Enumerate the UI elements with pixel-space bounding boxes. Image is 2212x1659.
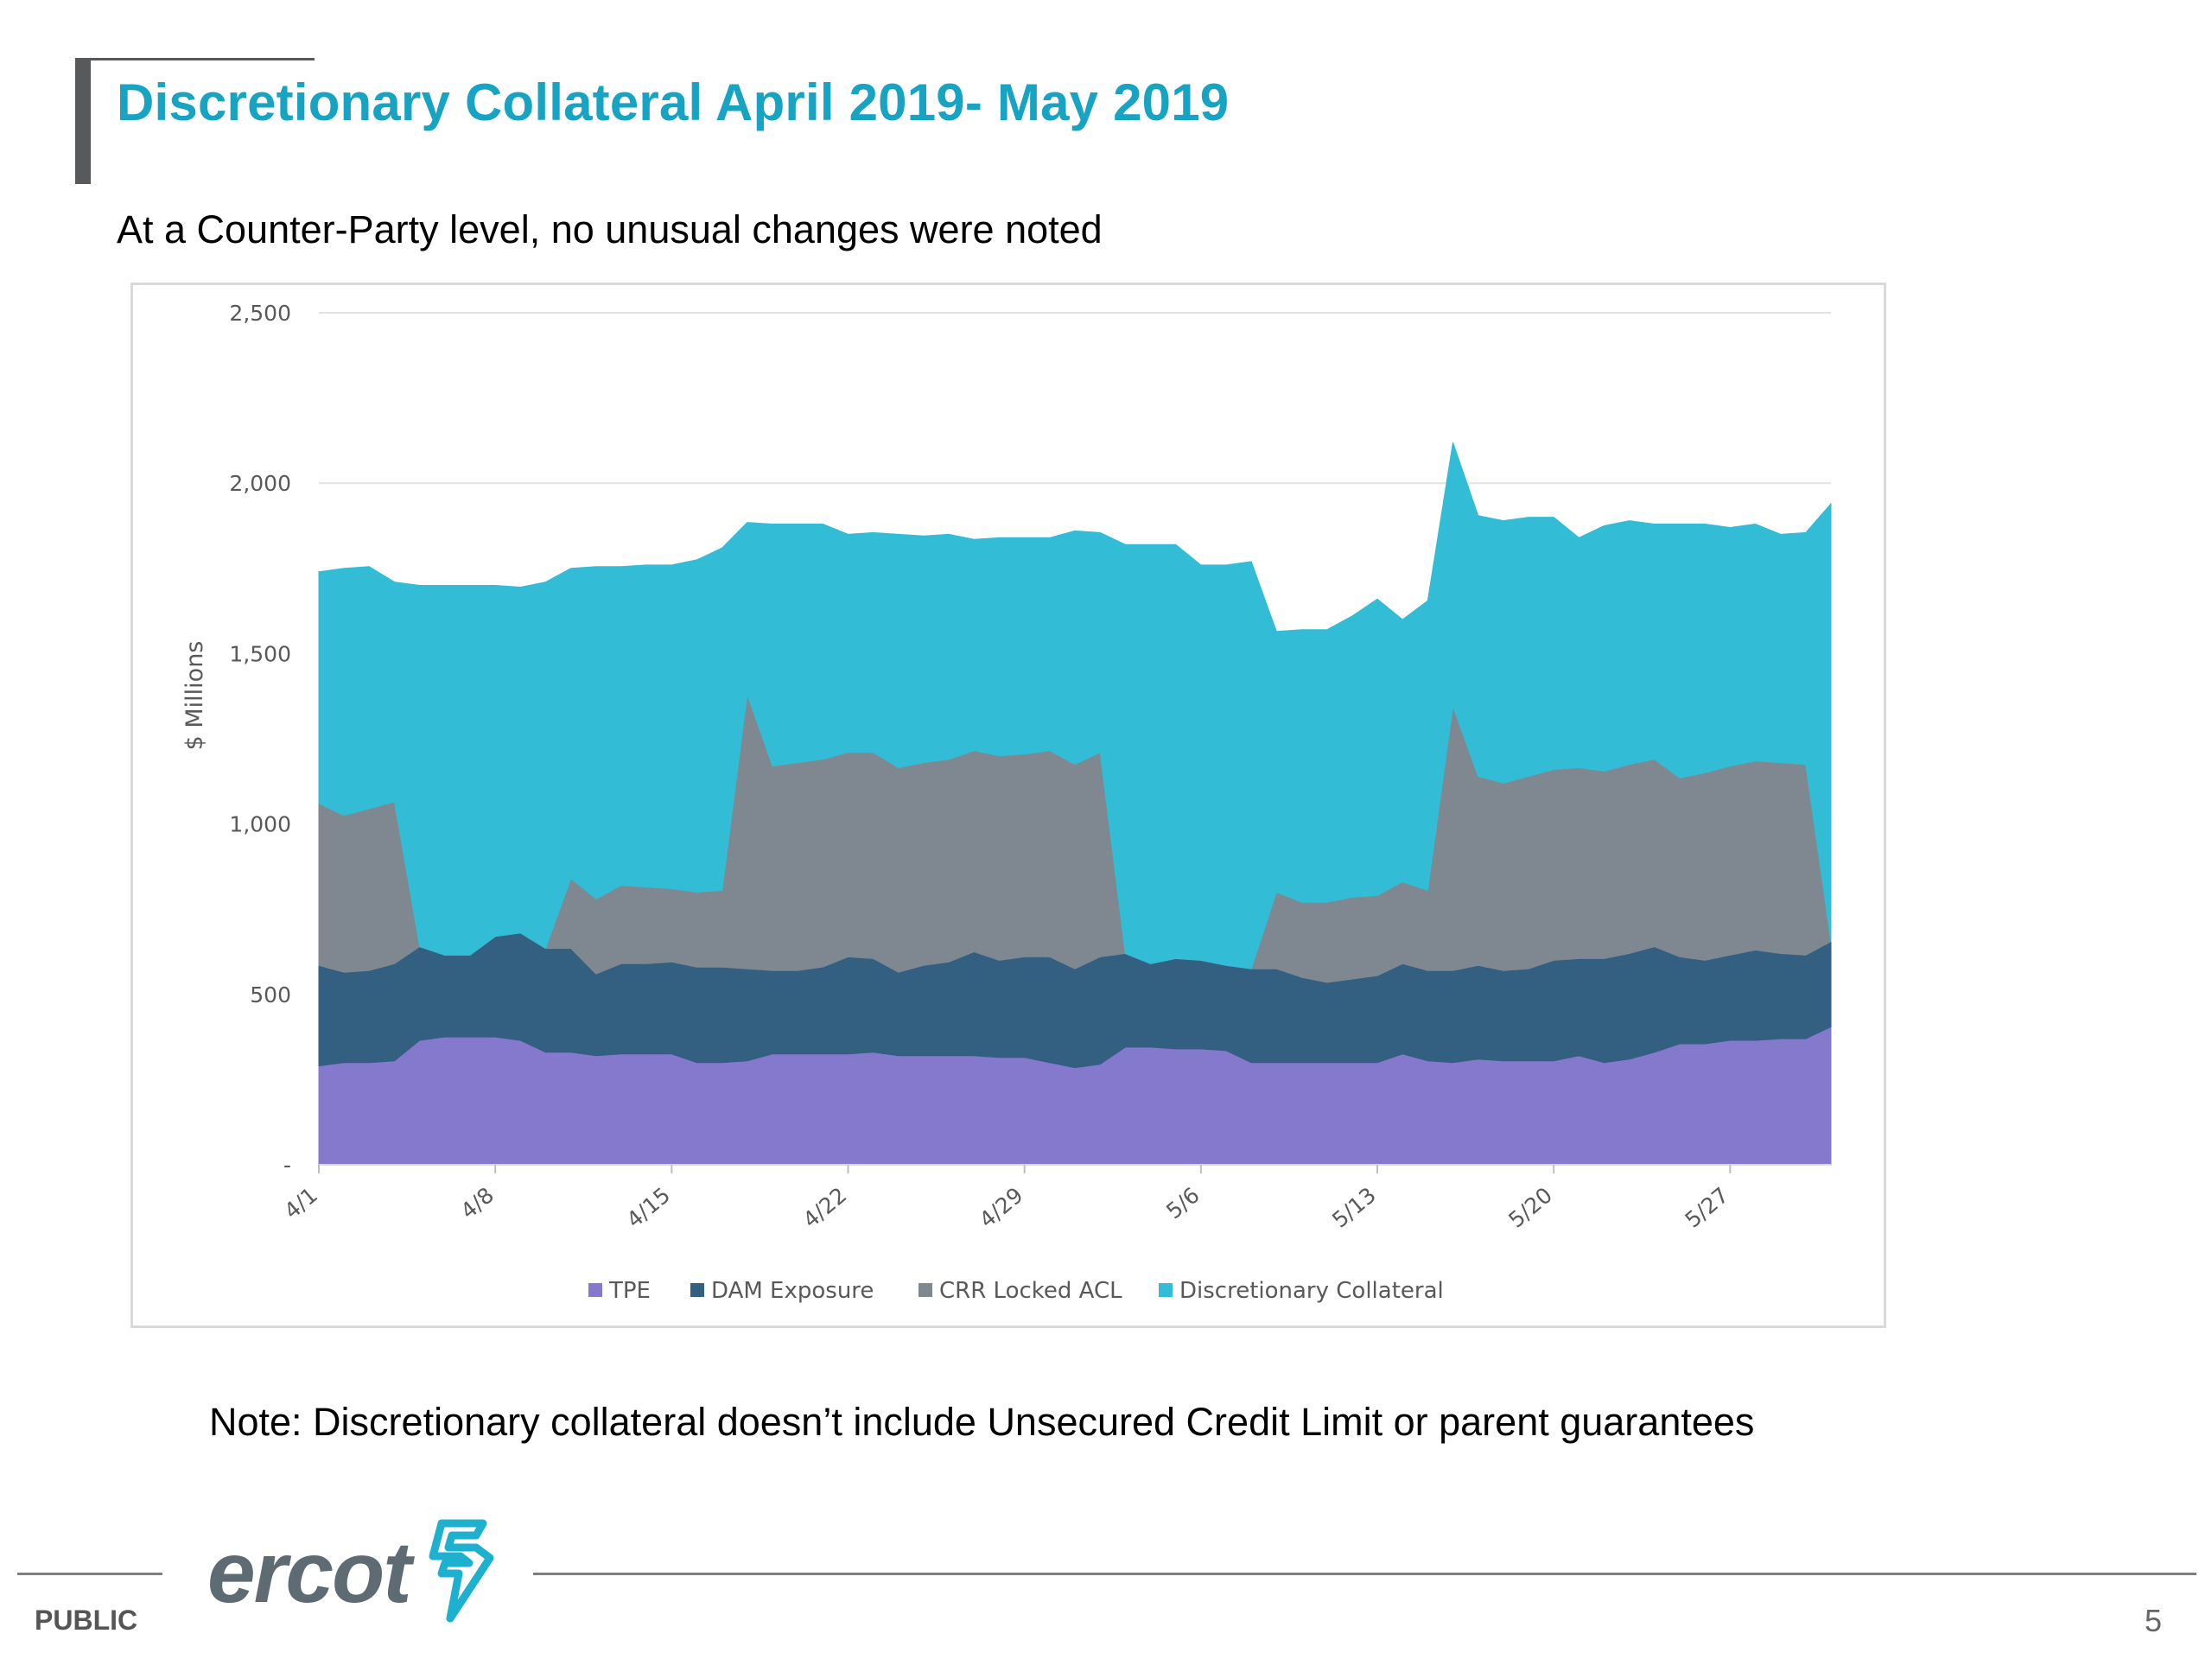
legend-label: TPE — [608, 1278, 651, 1304]
x-tick-label: 4/29 — [975, 1182, 1028, 1232]
ercot-logo: ercot — [207, 1516, 502, 1629]
stacked-area-chart: - 500 1,000 1,500 2,000 2,500 4/1 4/8 4/15 4/22 4/… — [181, 301, 1832, 1304]
x-tick-label: 4/1 — [279, 1182, 321, 1224]
legend-swatch — [588, 1283, 602, 1297]
x-tick-label: 4/8 — [456, 1182, 499, 1224]
legend-label: CRR Locked ACL — [939, 1278, 1122, 1304]
area-discretionary-collateral — [318, 442, 1832, 969]
series-areas — [318, 442, 1832, 1166]
page-number: 5 — [2145, 1603, 2163, 1638]
legend-label: Discretionary Collateral — [1179, 1278, 1444, 1304]
x-tick-label: 4/22 — [798, 1182, 852, 1232]
slide-subtitle: At a Counter-Party level, no unusual cha… — [117, 207, 1103, 251]
note-text: Note: Discretionary collateral doesn’t i… — [209, 1400, 1755, 1444]
footer-divider-right — [533, 1573, 2196, 1575]
y-tick-label: 1,000 — [229, 812, 291, 837]
title-accent-line — [75, 58, 315, 60]
logo-wordmark: ercot — [207, 1524, 412, 1621]
x-tick-label: 4/15 — [622, 1182, 676, 1232]
x-tick-label: 5/13 — [1327, 1182, 1381, 1232]
legend-swatch — [1159, 1283, 1173, 1297]
chart-frame: - 500 1,000 1,500 2,000 2,500 4/1 4/8 4/15 4/22 4/… — [130, 283, 1886, 1328]
x-tick-label: 5/20 — [1503, 1182, 1557, 1232]
y-axis-title: $ Millions — [181, 641, 208, 751]
footer-divider-left — [17, 1573, 162, 1575]
title-accent-bar — [75, 58, 91, 184]
slide-title: Discretionary Collateral April 2019- May… — [117, 73, 1230, 131]
lightning-bolt-icon — [429, 1519, 494, 1623]
legend-swatch — [918, 1283, 932, 1297]
y-tick-label: 1,500 — [229, 641, 291, 666]
legend-label: DAM Exposure — [711, 1278, 874, 1304]
x-tick-label: 5/6 — [1161, 1182, 1204, 1224]
x-tick-label: 5/27 — [1681, 1182, 1734, 1232]
y-tick-label: 500 — [250, 982, 291, 1007]
y-tick-label: 2,000 — [229, 471, 291, 496]
legend-swatch — [690, 1283, 704, 1297]
legend: TPE DAM Exposure CRR Locked ACL Discretiona… — [588, 1278, 1444, 1304]
footer-classification: PUBLIC — [35, 1605, 138, 1636]
y-tick-label: 2,500 — [229, 301, 291, 326]
y-tick-label: - — [283, 1153, 291, 1178]
